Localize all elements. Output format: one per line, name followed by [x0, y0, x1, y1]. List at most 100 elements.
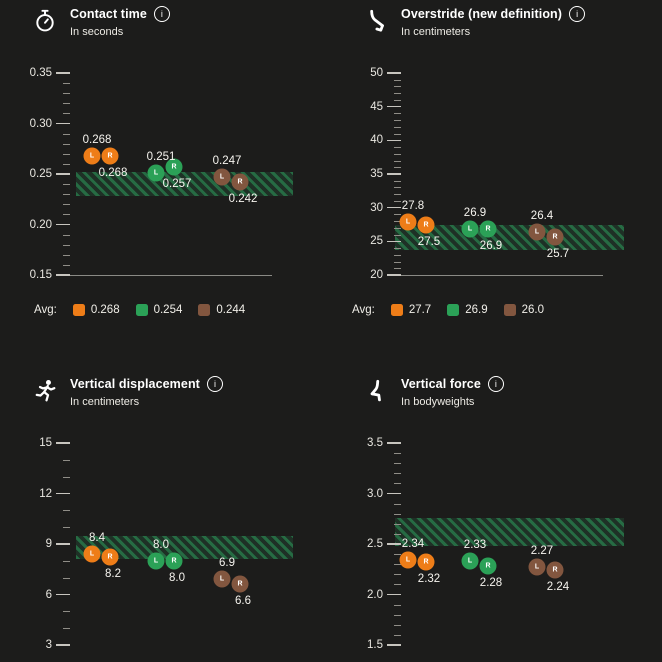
axis-tick-label: 30	[370, 201, 383, 214]
minor-tick	[394, 624, 401, 626]
major-tick	[387, 206, 401, 209]
avg-swatch	[198, 304, 211, 316]
axis-tick-label: 12	[39, 487, 52, 500]
avg-item: 27.7	[390, 304, 431, 316]
major-tick	[387, 543, 401, 545]
avg-row: Avg: 27.7 26.9 26.0	[352, 304, 544, 316]
minor-tick	[394, 113, 401, 115]
panel-header: Contact time i In seconds	[32, 6, 170, 38]
major-tick	[387, 442, 401, 444]
minor-tick	[63, 476, 70, 478]
stopwatch-icon	[32, 8, 58, 34]
point-value-label: 0.257	[162, 177, 192, 190]
marker-left-foot: L	[213, 168, 231, 186]
major-tick	[56, 274, 70, 276]
info-icon[interactable]: i	[487, 376, 504, 392]
panel-header-text: Overstride (new definition) i In centime…	[401, 6, 586, 38]
marker-left-foot: L	[528, 223, 546, 241]
axis-tick-label: 2.5	[367, 538, 383, 550]
minor-tick	[394, 79, 401, 81]
minor-tick	[394, 614, 401, 616]
point-value-label: 2.24	[546, 581, 570, 594]
minor-tick	[394, 483, 401, 485]
marker-right-foot: R	[546, 561, 564, 579]
avg-value: 26.9	[465, 304, 488, 316]
minor-tick	[63, 194, 70, 196]
marker-right-foot: R	[546, 228, 564, 246]
minor-tick	[394, 227, 401, 229]
avg-swatch	[72, 304, 85, 316]
minor-tick	[394, 133, 401, 135]
avg-swatch	[447, 304, 460, 316]
major-tick	[387, 492, 401, 495]
axis-tick-label: 0.25	[29, 168, 52, 180]
panel-vertical-displacement: Vertical displacement i In centimeters 1…	[0, 370, 331, 662]
major-tick	[56, 122, 70, 125]
minor-tick	[394, 167, 401, 169]
minor-tick	[394, 221, 401, 223]
avg-swatch	[135, 304, 148, 316]
chart-overstride: 50 45 40 35 30 25 20 27.8 27.5 L R 26.9 26.9 L R 26.4 25…	[331, 0, 662, 370]
marker-right-foot: R	[417, 216, 435, 233]
major-tick	[387, 72, 401, 74]
avg-item: 0.268	[72, 304, 120, 316]
target-band	[395, 225, 624, 251]
point-value-label: 2.28	[479, 577, 503, 590]
minor-tick	[63, 264, 70, 266]
axis-tick-label: 15	[39, 437, 52, 449]
minor-tick	[394, 584, 401, 586]
minor-tick	[394, 234, 401, 236]
info-icon[interactable]: i	[569, 6, 586, 22]
minor-tick	[394, 463, 401, 465]
minor-tick	[394, 153, 401, 155]
point-value-label: 0.268	[82, 133, 112, 146]
avg-item: 26.0	[503, 304, 544, 316]
minor-tick	[63, 628, 70, 630]
panel-subtitle: In centimeters	[401, 26, 471, 38]
minor-tick	[63, 254, 70, 256]
chart-vertical-displacement: 15 12 9 6 3 8.4 8.2 L R 8.0 8.0 L R 6.9 6.6 L R	[0, 370, 331, 662]
minor-tick	[394, 194, 401, 196]
axis-tick-label: 35	[370, 168, 383, 180]
minor-tick	[394, 93, 401, 95]
axis-tick-label: 1.5	[367, 639, 383, 651]
major-tick	[56, 644, 70, 646]
minor-tick	[394, 248, 401, 250]
major-tick	[387, 593, 401, 596]
major-tick	[56, 223, 70, 226]
panel-vertical-force: Vertical force i In bodyweights 3.5 3.0 2.…	[331, 370, 662, 662]
point-value-label: 26.9	[463, 206, 487, 219]
marker-right-foot: R	[231, 173, 249, 191]
marker-left-foot: L	[399, 551, 417, 569]
avg-value: 0.254	[153, 304, 183, 316]
point-value-label: 6.6	[235, 595, 251, 608]
axis-tick-label: 0.35	[29, 67, 52, 79]
panel-header: Vertical displacement i In centimeters	[32, 376, 223, 408]
panel-title: Vertical force	[401, 377, 481, 391]
leg-force-icon	[363, 378, 389, 404]
major-tick	[387, 274, 401, 276]
panel-title: Contact time	[70, 7, 147, 21]
minor-tick	[63, 204, 70, 206]
info-icon[interactable]: i	[153, 6, 170, 22]
minor-tick	[63, 103, 70, 105]
minor-tick	[394, 533, 401, 535]
axis-tick-label: 0.15	[29, 269, 52, 281]
panel-title: Vertical displacement	[70, 377, 200, 391]
major-tick	[56, 173, 70, 175]
minor-tick	[394, 160, 401, 162]
axis-baseline	[56, 274, 272, 276]
avg-value: 0.268	[90, 304, 120, 316]
point-value-label: 2.32	[417, 573, 441, 586]
panel-subtitle: In centimeters	[70, 396, 140, 408]
panel-contact-time: Contact time i In seconds 0.35 0.30 0.25 0.…	[0, 0, 331, 370]
axis-tick-label: 25	[370, 235, 383, 248]
minor-tick	[63, 83, 70, 85]
minor-tick	[63, 510, 70, 512]
runner-icon	[32, 378, 58, 404]
marker-right-foot: R	[479, 220, 497, 238]
axis-tick-label: 9	[45, 538, 52, 550]
info-icon[interactable]: i	[206, 376, 223, 392]
point-value-label: 26.4	[530, 209, 554, 222]
